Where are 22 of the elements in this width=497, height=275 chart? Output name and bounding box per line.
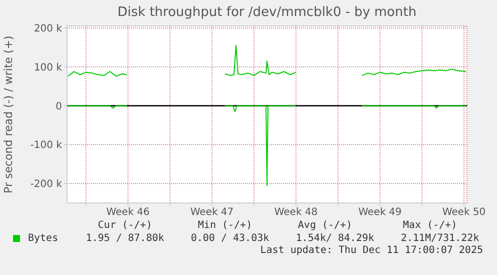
- x-tick-label: Week 46: [106, 207, 150, 218]
- y-tick-label: -100 k: [30, 140, 62, 152]
- y-tick-label: -200 k: [30, 179, 62, 190]
- text: 1.95 / 87.80k: [84, 233, 166, 244]
- x-tick-label: Week 49: [358, 207, 402, 218]
- y-tick-label: 0: [56, 101, 62, 112]
- text: Min (-/+): [196, 220, 254, 231]
- x-tick-label: Week 47: [190, 207, 234, 218]
- x-tick-label: Week 48: [274, 207, 318, 218]
- y-tick-label: 200 k: [34, 23, 62, 34]
- text: Avg (-/+): [296, 220, 354, 231]
- x-tick-label: Week 50: [442, 207, 486, 218]
- text: Last update: Thu Dec 11 17:00:07 2025: [260, 245, 483, 256]
- text: 2.11M/731.22k: [400, 233, 480, 244]
- text: Max (-/+): [402, 220, 458, 231]
- text: 1.54k/ 84.29k: [294, 233, 376, 244]
- text: 0.00 / 43.03k: [190, 233, 270, 244]
- legend-label: Bytes: [27, 233, 58, 244]
- chart-title: Disk throughput for /dev/mmcblk0 - by month: [116, 5, 418, 20]
- y-axis-title: Pr second read (-) / write (+): [2, 36, 15, 194]
- y-tick-label: 100 k: [34, 62, 62, 74]
- text: Cur (-/+): [96, 220, 154, 231]
